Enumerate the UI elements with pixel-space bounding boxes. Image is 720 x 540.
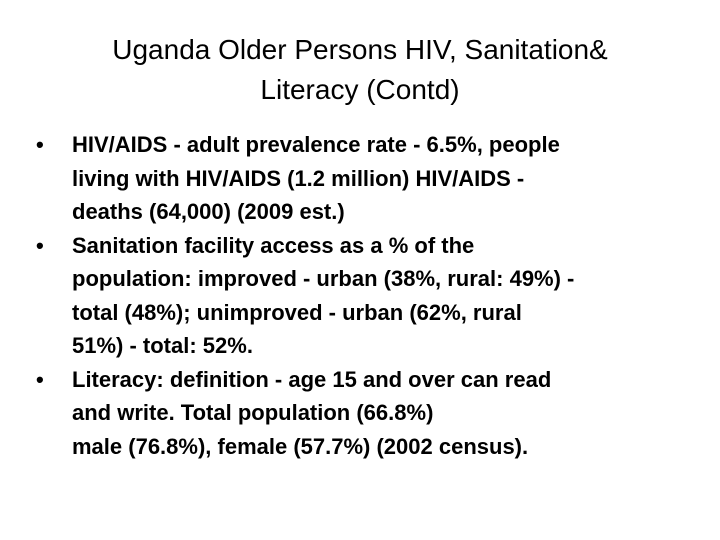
bullet-literacy-line-3: male (76.8%), female (57.7%) (2002 censu… xyxy=(72,433,529,459)
bullet-hiv-aids-line-1: HIV/AIDS - adult prevalence rate - 6.5%,… xyxy=(72,132,560,157)
bullet-hiv-aids-line-3: deaths (64,000) (2009 est.) xyxy=(72,199,345,224)
bullet-sanitation-line-2: population: improved - urban (38%, rural… xyxy=(72,266,575,291)
bullet-sanitation-line-3: total (48%); unimproved - urban (62%, ru… xyxy=(72,299,522,325)
bullet-literacy-line-2: and write. Total population (66.8%) xyxy=(72,400,434,425)
bullet-hiv-aids-line-2: living with HIV/AIDS (1.2 million) HIV/A… xyxy=(72,165,525,191)
bullet-sanitation: • Sanitation facility access as a % of t… xyxy=(36,229,686,363)
bullet-literacy: • Literacy: definition - age 15 and over… xyxy=(36,363,686,464)
slide-title-line-2: Literacy (Contd) xyxy=(260,74,460,105)
bullet-sanitation-line-4: 51%) - total: 52%. xyxy=(72,333,253,358)
bullet-dot-icon: • xyxy=(36,232,44,258)
bullet-dot-icon: • xyxy=(36,366,44,392)
bullet-dot-icon: • xyxy=(36,132,44,157)
slide-title: Uganda Older Persons HIV, Sanitation& Li… xyxy=(40,30,680,110)
bullet-literacy-line-1: Literacy: definition - age 15 and over c… xyxy=(72,366,552,392)
bullet-list: • HIV/AIDS - adult prevalence rate - 6.5… xyxy=(36,128,686,463)
bullet-sanitation-line-1: Sanitation facility access as a % of the xyxy=(72,232,475,258)
bullet-hiv-aids: • HIV/AIDS - adult prevalence rate - 6.5… xyxy=(36,128,686,229)
slide-title-line-1: Uganda Older Persons HIV, Sanitation& xyxy=(112,34,608,65)
